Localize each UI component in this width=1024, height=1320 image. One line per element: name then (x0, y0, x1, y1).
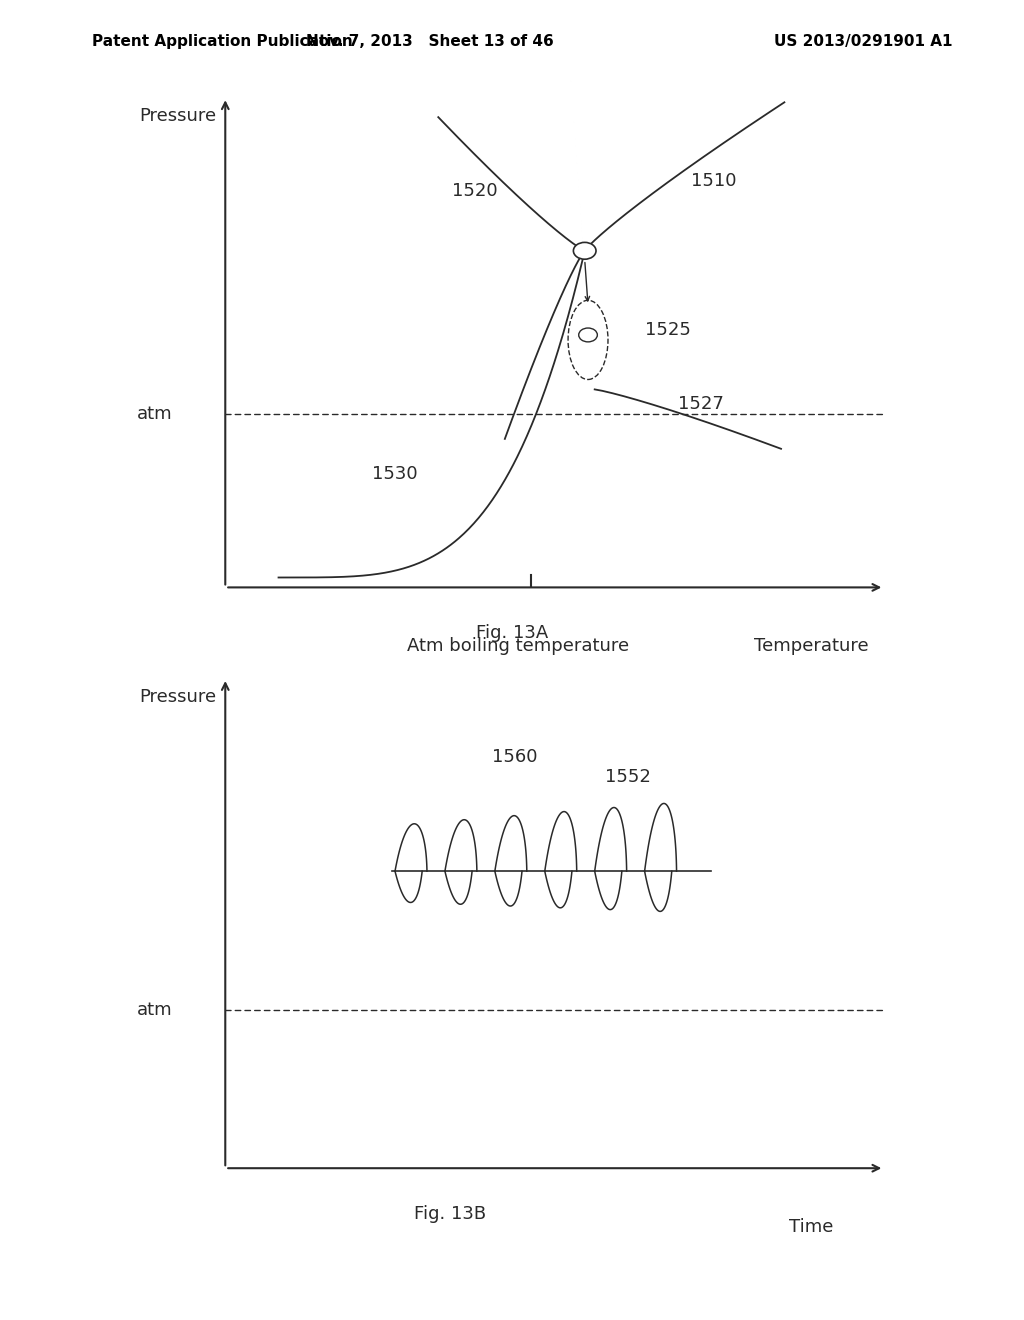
Text: Pressure: Pressure (139, 688, 216, 706)
Text: US 2013/0291901 A1: US 2013/0291901 A1 (774, 34, 952, 49)
Circle shape (573, 243, 596, 259)
Text: 1525: 1525 (645, 321, 690, 339)
Text: Atm boiling temperature: Atm boiling temperature (408, 636, 629, 655)
Text: 1552: 1552 (604, 768, 650, 787)
Text: Nov. 7, 2013   Sheet 13 of 46: Nov. 7, 2013 Sheet 13 of 46 (306, 34, 554, 49)
Text: 1510: 1510 (691, 173, 736, 190)
Text: atm: atm (136, 1001, 172, 1019)
Text: 1520: 1520 (452, 182, 498, 201)
Text: 1527: 1527 (678, 395, 724, 413)
Text: Patent Application Publication: Patent Application Publication (92, 34, 353, 49)
Text: 1530: 1530 (372, 465, 418, 483)
Text: Fig. 13B: Fig. 13B (415, 1205, 486, 1224)
Text: Temperature: Temperature (754, 636, 868, 655)
Text: 1560: 1560 (492, 748, 537, 767)
Text: Pressure: Pressure (139, 107, 216, 125)
Text: Time: Time (788, 1217, 834, 1236)
Text: Fig. 13A: Fig. 13A (476, 624, 548, 643)
Circle shape (579, 327, 597, 342)
Text: atm: atm (136, 405, 172, 424)
